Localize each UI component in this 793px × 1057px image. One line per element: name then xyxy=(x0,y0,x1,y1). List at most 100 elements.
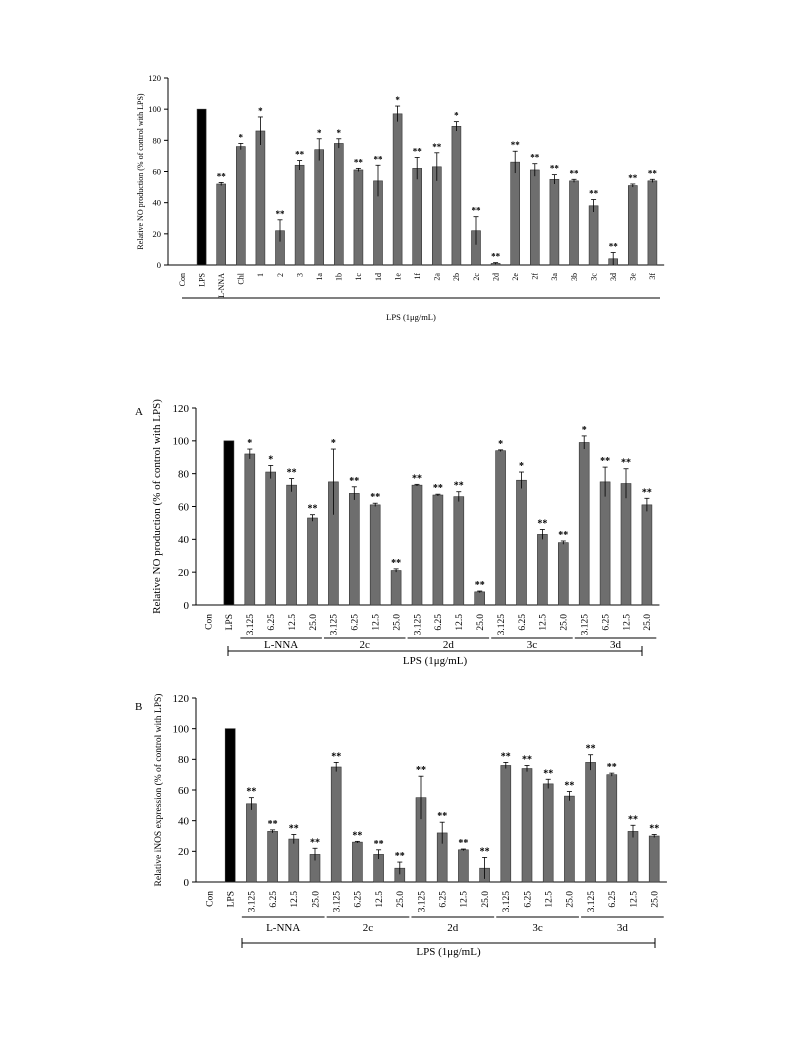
significance-marker: ** xyxy=(511,140,521,150)
panel-label: A xyxy=(135,406,143,418)
significance-marker: ** xyxy=(458,838,468,849)
category-label: 25.0 xyxy=(481,891,491,908)
bar xyxy=(500,765,512,883)
category-label: 12.5 xyxy=(288,614,298,631)
bar xyxy=(549,178,560,266)
y-tick-label: 80 xyxy=(178,469,190,481)
bar xyxy=(333,143,344,266)
significance-marker: ** xyxy=(522,754,532,765)
significance-marker: * xyxy=(317,128,322,138)
category-label: 12.5 xyxy=(455,614,465,631)
significance-marker: * xyxy=(337,128,342,138)
bar xyxy=(288,838,300,883)
bar xyxy=(267,831,278,883)
bar xyxy=(451,126,462,266)
category-label: 25.0 xyxy=(309,614,319,631)
bar xyxy=(569,180,579,266)
bar xyxy=(246,803,257,883)
significance-marker: ** xyxy=(276,209,286,219)
category-label: 6.25 xyxy=(601,614,611,631)
significance-marker: ** xyxy=(480,846,490,857)
significance-marker: ** xyxy=(412,473,422,484)
significance-marker: ** xyxy=(600,456,610,467)
category-label: 3 xyxy=(295,273,304,277)
category-label: 1d xyxy=(374,273,383,281)
subgroup-label: 3c xyxy=(527,639,538,651)
significance-marker: ** xyxy=(570,168,580,178)
category-label: Chl xyxy=(237,272,246,284)
significance-marker: ** xyxy=(374,839,384,850)
y-tick-label: 120 xyxy=(173,693,190,705)
category-label: 25.0 xyxy=(392,614,402,631)
category-label: 3b xyxy=(570,273,579,281)
bar xyxy=(369,504,381,606)
subgroup-label: 2d xyxy=(443,639,455,651)
significance-marker: ** xyxy=(621,458,631,469)
category-label: 1f xyxy=(413,273,422,280)
bar xyxy=(453,496,465,606)
significance-marker: ** xyxy=(586,744,596,755)
bar xyxy=(458,849,469,883)
significance-marker: ** xyxy=(642,487,652,498)
category-label: 1 xyxy=(256,273,265,277)
bar xyxy=(474,591,486,606)
significance-marker: ** xyxy=(472,206,482,216)
significance-marker: * xyxy=(268,454,273,465)
group-label: LPS (1μg/mL) xyxy=(416,946,481,958)
bar xyxy=(392,113,403,266)
category-label: 6.25 xyxy=(439,891,449,908)
category-label: 2d xyxy=(491,273,500,281)
subgroup-label: 2d xyxy=(447,922,459,934)
category-label: 1a xyxy=(315,273,324,281)
significance-marker: ** xyxy=(649,823,659,834)
significance-marker: ** xyxy=(289,823,299,834)
significance-marker: ** xyxy=(628,814,638,825)
bar xyxy=(510,161,521,266)
significance-marker: * xyxy=(582,425,587,436)
category-label: 12.5 xyxy=(539,614,549,631)
y-tick-label: 100 xyxy=(173,724,190,736)
group-label: LPS (1μg/mL) xyxy=(386,312,436,322)
significance-marker: ** xyxy=(564,781,574,792)
category-label: LPS xyxy=(225,614,235,630)
subgroup-label: 2c xyxy=(360,639,371,651)
bar xyxy=(641,504,653,606)
bar xyxy=(196,108,207,266)
category-label: Con xyxy=(178,273,187,286)
category-label: L-NNA xyxy=(217,273,226,298)
y-tick-label: 20 xyxy=(178,567,190,579)
category-label: 12.5 xyxy=(372,614,382,631)
category-label: 1c xyxy=(354,273,363,281)
bar xyxy=(495,450,506,606)
y-tick-label: 0 xyxy=(184,877,190,889)
category-label: 12.5 xyxy=(545,891,555,908)
category-label: 3e xyxy=(629,273,638,281)
significance-marker: ** xyxy=(416,765,426,776)
y-tick-label: 20 xyxy=(178,846,190,858)
y-axis-label: Relative NO production (% of control wit… xyxy=(151,399,163,614)
y-tick-label: 100 xyxy=(173,436,190,448)
bar xyxy=(412,168,423,266)
significance-marker: ** xyxy=(354,157,364,167)
y-tick-label: 0 xyxy=(157,260,161,270)
category-label: 2e xyxy=(511,273,520,281)
category-label: 2 xyxy=(276,273,285,277)
significance-marker: * xyxy=(239,132,244,142)
significance-marker: ** xyxy=(331,751,341,762)
category-label: 12.5 xyxy=(622,614,632,631)
group-label: LPS (1μg/mL) xyxy=(403,655,468,667)
category-label: 25.0 xyxy=(643,614,653,631)
category-label: 3.125 xyxy=(587,891,597,913)
category-label: 25.0 xyxy=(396,891,406,908)
category-label: Con xyxy=(205,891,215,907)
category-label: 6.25 xyxy=(523,891,533,908)
category-label: 6.25 xyxy=(267,614,277,631)
subgroup-label: 3d xyxy=(617,922,629,934)
chart-top: 0 20 40 60 80 100 120 Relative NO production (%… xyxy=(136,73,665,322)
category-label: 2f xyxy=(531,273,540,280)
bar xyxy=(390,570,402,606)
subgroup-label: 3d xyxy=(610,639,622,651)
category-label: 12.5 xyxy=(460,891,470,908)
category-label: 3.125 xyxy=(502,891,512,913)
